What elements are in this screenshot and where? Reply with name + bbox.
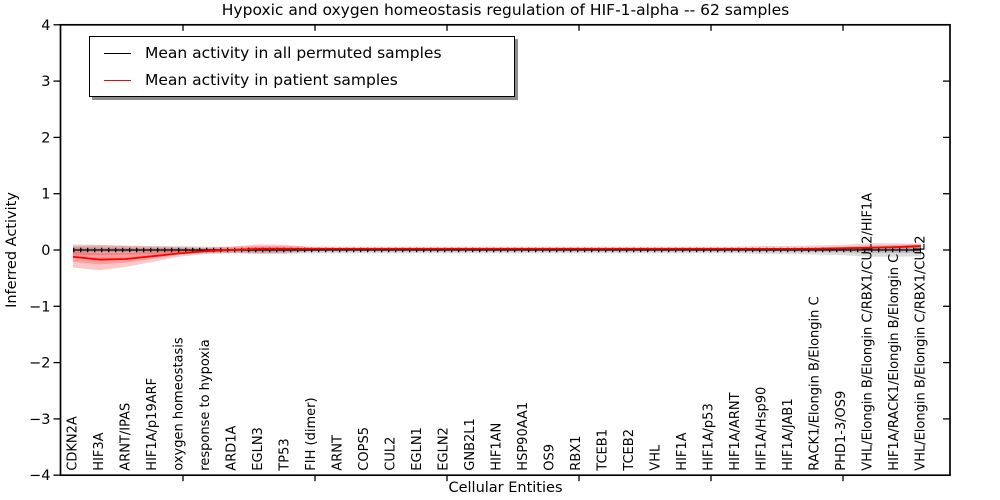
- legend-entry-permuted: Mean activity in all permuted samples: [100, 44, 504, 62]
- x-tick-label: CUL2: [384, 437, 399, 471]
- x-tick-label: oxygen homeostasis: [172, 337, 187, 471]
- y-tick-label: −3: [29, 412, 50, 428]
- x-tick-label: HSP90AA1: [516, 402, 531, 471]
- x-tick-label: CDKN2A: [66, 416, 81, 471]
- x-tick-label: HIF1AN: [490, 423, 505, 471]
- x-tick-label: EGLN2: [437, 427, 452, 471]
- permuted-line-swatch: [104, 52, 131, 54]
- x-tick-label: EGLN3: [251, 427, 266, 471]
- y-tick-label: 3: [41, 74, 50, 90]
- patient-mean-line: [72, 245, 922, 261]
- x-tick-label: VHL/Elongin B/Elongin C/RBX1/CUL2/HIF1A: [861, 193, 876, 471]
- y-tick-label: 1: [41, 187, 50, 203]
- y-tick-label: −4: [29, 468, 50, 484]
- x-tick-label: HIF1A/Hsp90: [755, 387, 770, 471]
- chart-title: Hypoxic and oxygen homeostasis regulatio…: [221, 1, 790, 19]
- x-tick-label: response to hypoxia: [198, 339, 213, 470]
- x-tick-label: VHL/Elongin B/Elongin C/RBX1/CUL2: [914, 236, 929, 471]
- x-tick-label: HIF1A/p19ARF: [145, 378, 160, 471]
- x-tick-label: RBX1: [569, 436, 584, 471]
- x-tick-label: TCEB2: [622, 429, 637, 472]
- x-tick-label: HIF3A: [92, 432, 107, 470]
- x-tick-label: COPS5: [357, 427, 372, 471]
- x-tick-label: HIF1A/JAB1: [781, 398, 796, 470]
- legend-entry-patient: Mean activity in patient samples: [100, 71, 504, 89]
- x-tick-label: FIH (dimer): [304, 397, 319, 470]
- patient-band: [73, 244, 921, 271]
- x-tick-label: ARNT/IPAS: [119, 403, 134, 471]
- x-tick-label: VHL: [649, 444, 664, 471]
- legend-label: Mean activity in all permuted samples: [145, 44, 442, 62]
- y-tick-label: 4: [41, 18, 50, 34]
- x-tick-label: HIF1A/p53: [702, 403, 717, 470]
- y-tick-label: 0: [41, 243, 50, 259]
- patient-line-swatch: [104, 79, 131, 81]
- x-tick-label: ARNT: [331, 435, 346, 471]
- x-tick-label: EGLN1: [410, 427, 425, 471]
- x-tick-label: TP53: [278, 438, 293, 471]
- x-tick-label: RACK1/Elongin B/Elongin C: [808, 296, 823, 470]
- x-tick-label: TCEB1: [596, 429, 611, 472]
- x-axis-label: Cellular Entities: [448, 480, 563, 496]
- x-tick-label: OS9: [543, 444, 558, 471]
- x-tick-label: ARD1A: [225, 425, 240, 470]
- x-tick-label: HIF1A/ARNT: [728, 392, 743, 470]
- legend-label: Mean activity in patient samples: [145, 71, 398, 89]
- y-tick-label: −1: [29, 299, 50, 315]
- x-tick-label: GNB2L1: [463, 418, 478, 471]
- x-tick-label: HIF1A: [675, 432, 690, 470]
- legend: Mean activity in all permuted samples Me…: [89, 36, 515, 97]
- x-tick-label: PHD1-3/OS9: [834, 391, 849, 471]
- y-tick-label: 2: [41, 130, 50, 146]
- x-tick-label: HIF1A/RACK1/Elongin B/Elongin C: [887, 254, 902, 471]
- y-tick-label: −2: [29, 356, 50, 372]
